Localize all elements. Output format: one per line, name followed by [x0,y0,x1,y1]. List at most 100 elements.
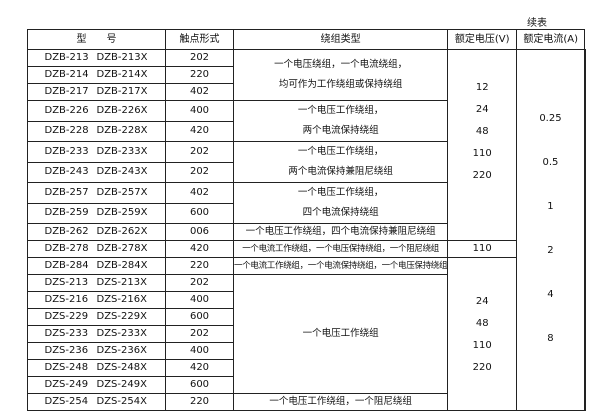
winding-cell: 一个电压绕组，一个电流绕组， 均可作为工作绕组或保持绕组 [232,49,449,101]
model-cell: DZB-278 DZB-278X [27,240,166,258]
table-row: DZB-213 DZB-213X 202 一个电压绕组，一个电流绕组， 均可作为工作绕组… [27,49,586,411]
table-row: DZS-236 DZS-236X 400 [27,342,585,360]
contact-cell: 220 [165,66,234,84]
current-cell: 0.25 0.5 1 2 4 8 [516,49,586,411]
model-cell: DZB-262 DZB-262X [27,223,166,241]
winding-line: 一个电压工作绕组，四个电流保持兼阻尼绕组 [245,226,436,237]
contact-cell: 600 [165,376,234,394]
model-number-x: DZB-214X [96,69,148,80]
model-cell: DZS-254 DZS-254X [27,393,166,411]
model-number-x: DZS-233X [96,328,147,339]
voltage-value: 24 [475,104,489,115]
winding-line: 一个电压工作绕组 [302,328,379,339]
model-number: DZB-213 [44,52,89,63]
winding-line: 一个电压工作绕组， [297,105,384,116]
table-row: DZS-233 DZS-233X 202 [27,325,585,343]
contact-cell: 202 [165,274,234,292]
contact-cell: 202 [165,161,234,183]
voltage-value: 110 [472,148,492,159]
model-number-x: DZS-229X [96,311,147,322]
contact-cell: 600 [165,308,234,326]
model-cell: DZS-249 DZS-249X [27,376,166,394]
winding-line: 一个电压绕组，一个电流绕组， [274,59,408,70]
model-number: DZB-233 [44,145,89,157]
table-row: DZB-262 DZB-262X 006 一个电压工作绕组，四个电流保持兼阻尼绕组 [27,223,585,241]
table-row: DZB-278 DZB-278X 420 一个电流工作绕组，一个电压保持绕组，一个阻尼… [27,240,585,258]
contact-cell: 400 [165,100,234,122]
current-value: 2 [547,245,554,256]
current-value: 0.25 [539,113,562,124]
model-number: DZB-278 [44,243,89,254]
model-number-x: DZB-213X [96,52,148,63]
model-cell: DZS-248 DZS-248X [27,359,166,377]
header-voltage: 额定电压(V) [447,29,518,50]
contact-cell: 220 [165,393,234,411]
model-cell: DZB-213 DZB-213X [27,49,166,67]
model-number: DZB-257 [44,186,89,198]
model-cell: DZB-233 DZB-233X [27,141,166,163]
voltage-value: 220 [472,170,492,181]
relay-spec-table: 型 号 触点形式 绕组类型 额定电压(V) 额定电流(A) DZB-213 DZB… [27,29,586,411]
model-cell: DZB-228 DZB-228X [27,120,166,142]
winding-cell: 一个电压工作绕组， 两个电流保持兼阻尼绕组 [232,141,449,183]
winding-line: 一个电流工作绕组，一个电流保持绕组，一个电压保持绕组 [234,261,448,271]
contact-cell: 400 [165,342,234,360]
model-cell: DZS-236 DZS-236X [27,342,166,360]
model-cell: DZS-229 DZS-229X [27,308,166,326]
voltage-value: 12 [475,82,489,93]
winding-cell: 一个电流工作绕组，一个电流保持绕组，一个电压保持绕组 [232,257,449,275]
winding-line: 一个电压工作绕组， [297,146,384,157]
header-winding: 绕组类型 [232,29,449,50]
contact-cell: 220 [165,257,234,275]
voltage-cell: 24 48 110 220 [447,257,518,411]
model-number: DZB-214 [44,69,89,80]
model-cell: DZS-213 DZS-213X [27,274,166,292]
winding-line: 两个电流保持兼阻尼绕组 [288,166,393,177]
table-row: DZB-257 DZB-257X 402 一个电压工作绕组， 四个电流保持绕组 [27,182,585,224]
model-number-x: DZB-278X [96,243,148,254]
model-number: DZB-284 [44,260,89,271]
contact-cell: 202 [165,325,234,343]
model-number: DZS-213 [44,277,89,288]
current-value: 8 [547,333,554,344]
contact-cell: 202 [165,49,234,67]
model-number: DZB-217 [44,86,89,97]
model-number: DZB-228 [44,125,89,137]
table-row: DZS-248 DZS-248X 420 [27,359,585,377]
winding-line: 四个电流保持绕组 [302,207,379,218]
table-row: DZB-217 DZB-217X 402 [27,83,585,101]
contact-cell: 400 [165,291,234,309]
model-number: DZS-249 [44,379,89,390]
winding-line: 一个电流工作绕组，一个电压保持绕组，一个阻尼绕组 [242,244,439,254]
contact-cell: 402 [165,182,234,204]
model-cell: DZB-214 DZB-214X [27,66,166,84]
model-number-x: DZB-259X [96,207,148,219]
voltage-value: 48 [475,126,489,137]
table-row: DZS-213 DZS-213X 202 一个电压工作绕组 [27,274,585,394]
model-number-x: DZB-226X [96,104,148,116]
winding-cell: 一个电压工作绕组， 两个电流保持绕组 [232,100,449,142]
voltage-cell: 110 [447,240,518,258]
contact-cell: 600 [165,202,234,224]
model-number: DZS-254 [44,396,89,407]
header-contact: 触点形式 [165,29,234,50]
model-number-x: DZS-216X [96,294,147,305]
current-value: 0.5 [542,157,559,168]
model-number-x: DZB-243X [96,166,148,178]
model-number: DZS-233 [44,328,89,339]
model-cell: DZB-257 DZB-257X [27,182,166,204]
model-number-x: DZB-257X [96,186,148,198]
model-number: DZB-243 [44,166,89,178]
model-number-x: DZB-284X [96,260,148,271]
continued-label: 续表 [527,18,547,29]
winding-line: 一个电压工作绕组，一个阻尼绕组 [269,396,412,407]
model-cell: DZB-243 DZB-243X [27,161,166,183]
winding-cell: 一个电压工作绕组，一个阻尼绕组 [232,393,449,411]
voltage-value: 48 [475,318,489,330]
model-cell: DZB-226 DZB-226X [27,100,166,122]
model-cell: DZB-284 DZB-284X [27,257,166,275]
contact-cell: 202 [165,141,234,163]
table-row: DZB-214 DZB-214X 220 [27,66,585,84]
model-cell: DZB-259 DZB-259X [27,202,166,224]
header-current: 额定电流(A) [516,29,586,50]
